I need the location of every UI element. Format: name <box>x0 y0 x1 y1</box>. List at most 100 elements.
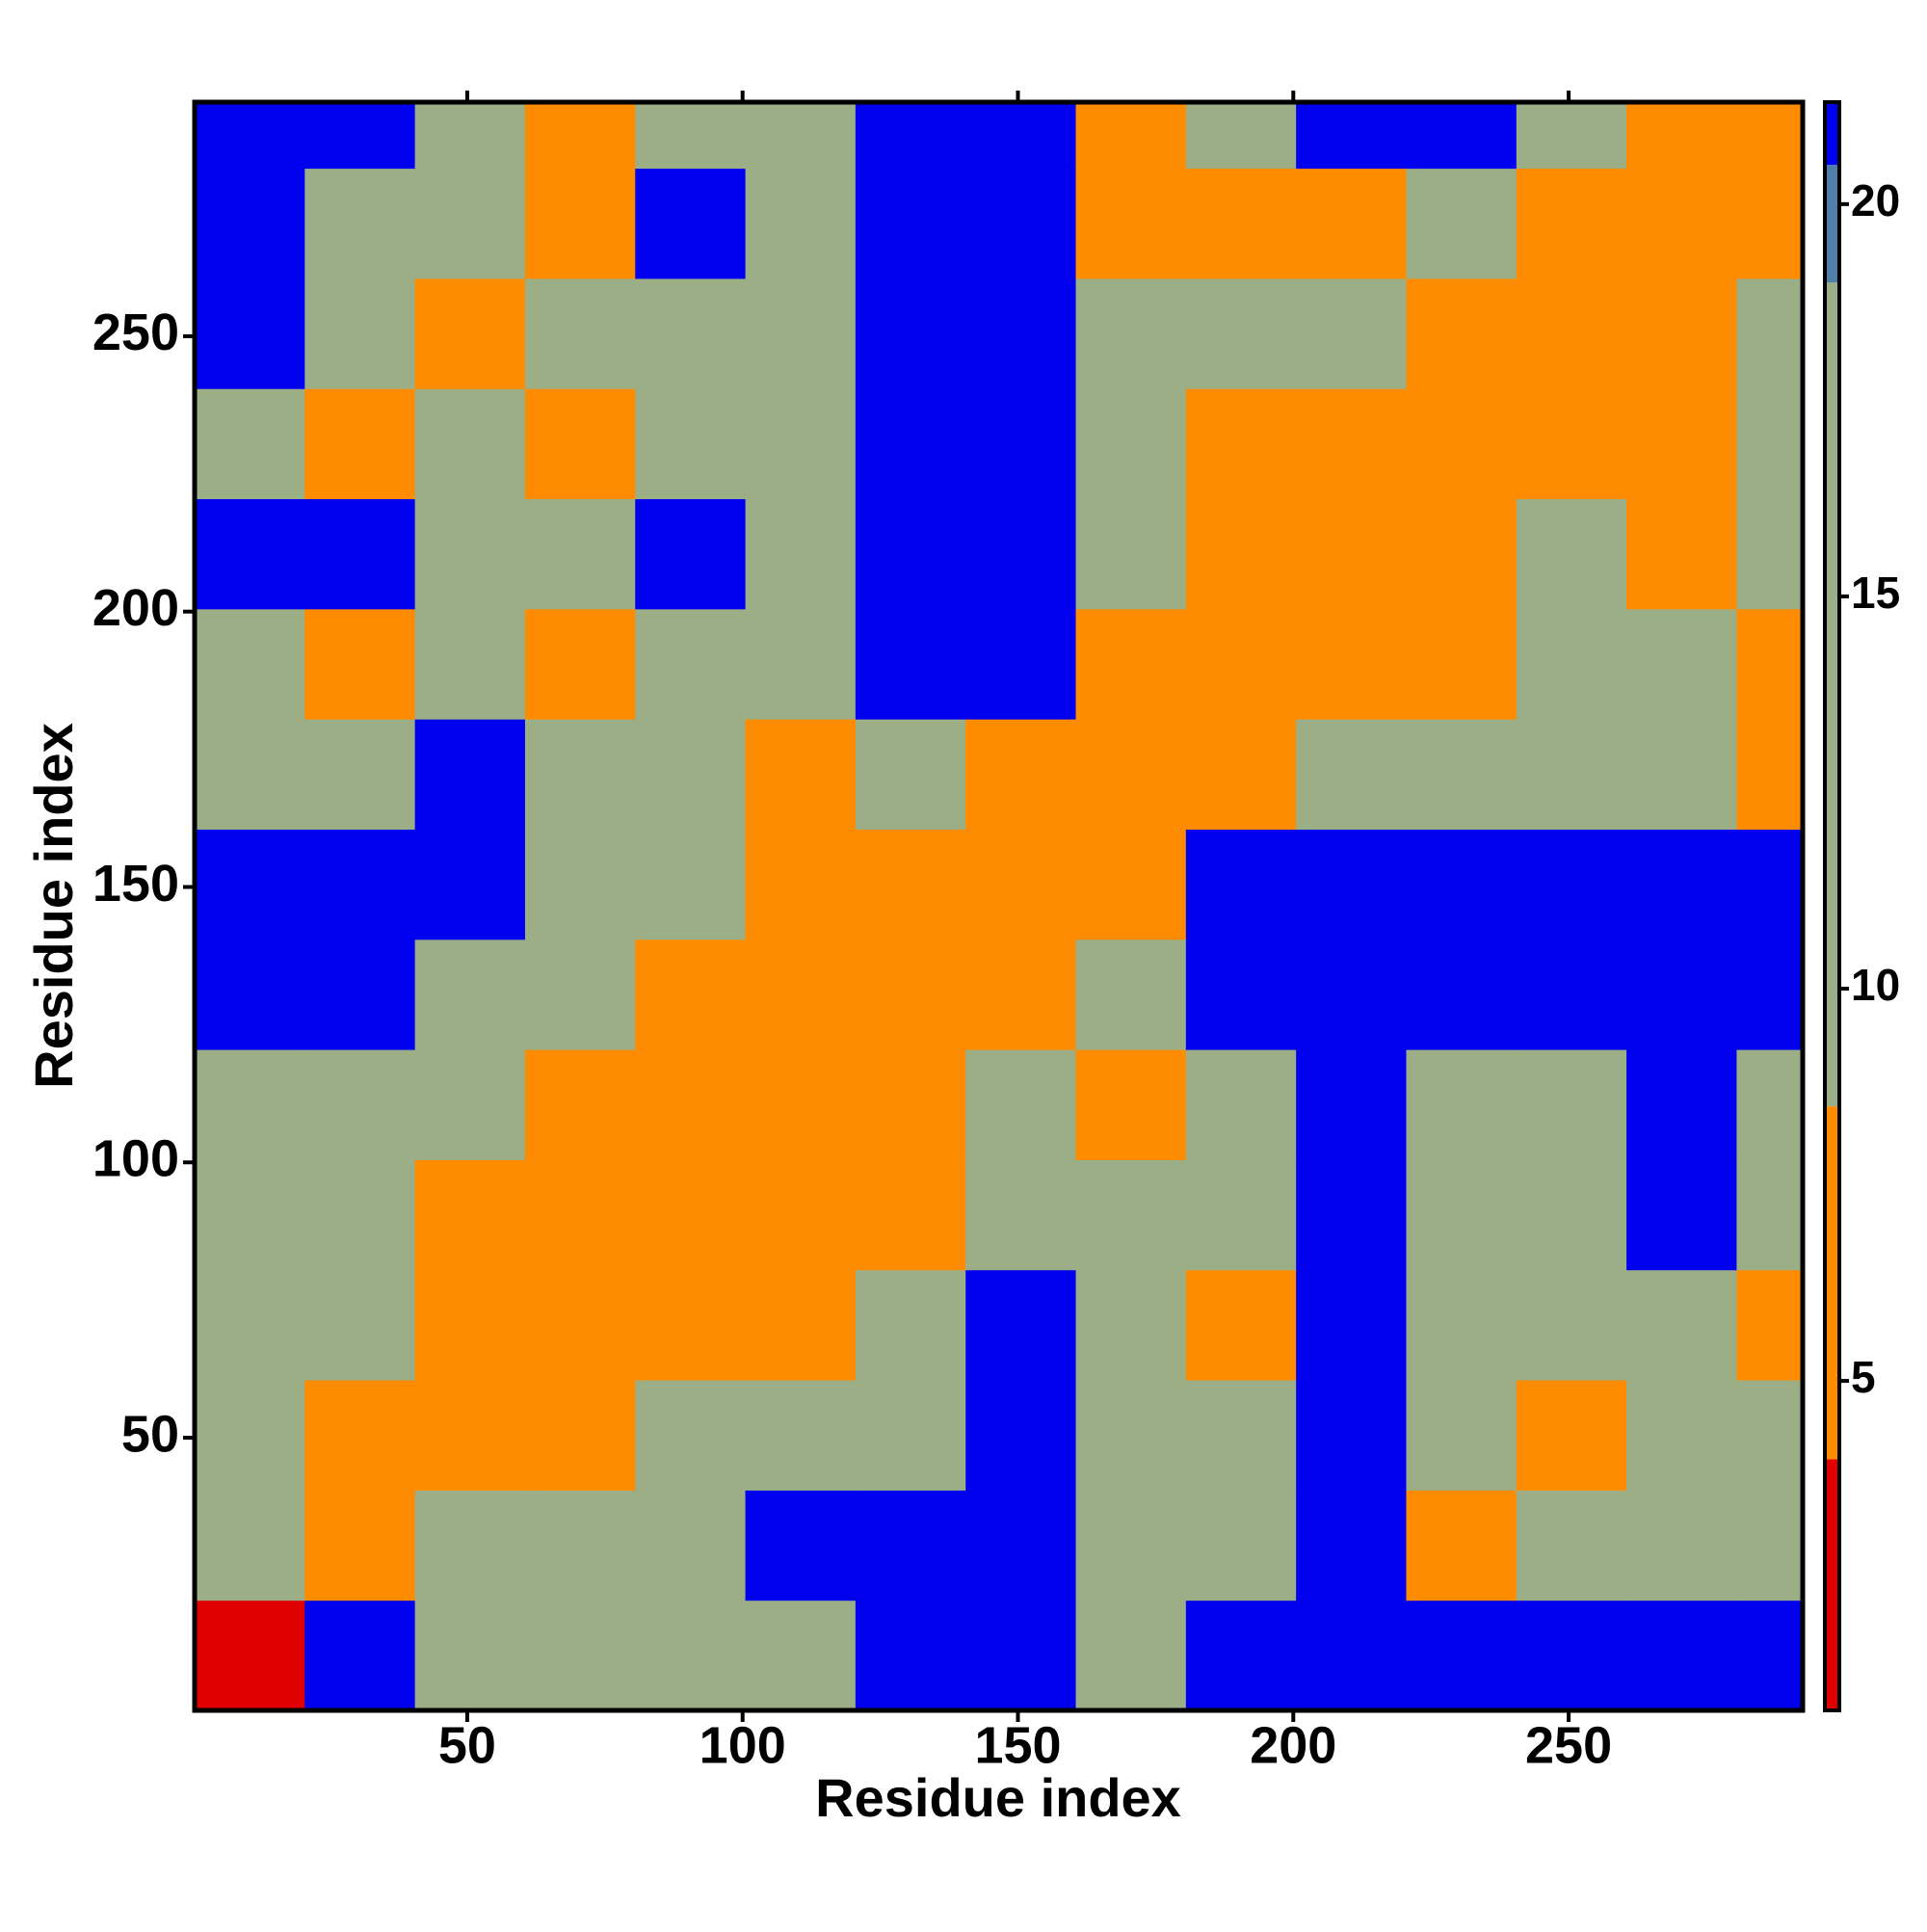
heatmap-cell <box>1185 388 1297 500</box>
heatmap-cell <box>1626 1269 1737 1381</box>
heatmap-cell <box>524 1049 636 1160</box>
heatmap-cell <box>524 1159 636 1271</box>
colorbar-tick-label: 20 <box>1851 175 1900 225</box>
heatmap-cell <box>1516 1490 1627 1601</box>
heatmap-cell <box>855 1490 966 1601</box>
heatmap-cell <box>635 1269 747 1381</box>
heatmap-cell <box>745 1490 857 1601</box>
y-tick-label: 250 <box>92 304 179 361</box>
heatmap-cell <box>1406 829 1518 940</box>
heatmap-cell <box>1185 498 1297 610</box>
heatmap-cell <box>195 388 305 500</box>
x-axis-title: Residue index <box>815 1767 1181 1828</box>
heatmap-cell <box>1075 278 1187 389</box>
heatmap-cell <box>1516 608 1627 720</box>
heatmap-cell <box>304 168 416 279</box>
heatmap-cell <box>1075 168 1187 279</box>
heatmap-cell <box>1296 1159 1407 1271</box>
heatmap-cell <box>1736 1490 1804 1601</box>
heatmap-cell <box>965 498 1077 610</box>
heatmap-cell <box>1736 829 1804 940</box>
heatmap-cell <box>304 829 416 940</box>
heatmap-cell <box>855 719 966 830</box>
colorbar-tick-label: 5 <box>1851 1352 1876 1402</box>
heatmap-cell <box>1516 1600 1627 1711</box>
heatmap-cell <box>1516 1049 1627 1160</box>
heatmap-cell <box>304 939 416 1050</box>
heatmap-cell <box>855 1049 966 1160</box>
heatmap-cell <box>1626 1600 1737 1711</box>
heatmap-cell <box>304 1490 416 1601</box>
heatmap-cell <box>1185 1490 1297 1601</box>
heatmap-cell <box>965 1380 1077 1491</box>
heatmap-cell <box>1075 1490 1187 1601</box>
heatmap-cell <box>1516 1159 1627 1271</box>
heatmap-cell <box>965 168 1077 279</box>
heatmap-cell <box>965 1049 1077 1160</box>
heatmap-cell <box>1626 1380 1737 1491</box>
x-tick-label: 250 <box>1525 1716 1612 1774</box>
heatmap-cell <box>745 388 857 500</box>
heatmap-cell <box>1516 388 1627 500</box>
heatmap-cell <box>304 1049 416 1160</box>
heatmap-cell <box>1406 168 1518 279</box>
heatmap-cell <box>524 829 636 940</box>
heatmap-cell <box>635 498 747 610</box>
heatmap-cell <box>855 388 966 500</box>
heatmap-cell <box>745 498 857 610</box>
heatmap-cell <box>855 829 966 940</box>
heatmap-cell <box>635 1600 747 1711</box>
heatmap-cell <box>195 102 305 170</box>
heatmap-cell <box>1296 1269 1407 1381</box>
heatmap-cell <box>1296 168 1407 279</box>
heatmap-cell <box>304 719 416 830</box>
x-tick-label: 200 <box>1250 1716 1336 1774</box>
heatmap-cell <box>414 939 526 1050</box>
heatmap-cell <box>1185 939 1297 1050</box>
heatmap-cell <box>414 1380 526 1491</box>
heatmap-cell <box>304 1159 416 1271</box>
heatmap-cell <box>965 608 1077 720</box>
heatmap-cell <box>195 1490 305 1601</box>
heatmap-cell <box>855 102 966 170</box>
heatmap-cell <box>524 1380 636 1491</box>
heatmap-cells <box>195 102 1804 1711</box>
heatmap-cell <box>745 939 857 1050</box>
y-tick-label: 150 <box>92 855 179 913</box>
heatmap-cell <box>1296 1049 1407 1160</box>
heatmap-cell <box>414 829 526 940</box>
heatmap-cell <box>1185 168 1297 279</box>
heatmap-cell <box>1296 278 1407 389</box>
heatmap-cell <box>635 1159 747 1271</box>
colorbar-band <box>1825 1459 1839 1710</box>
heatmap-cell <box>1626 278 1737 389</box>
heatmap-cell <box>1516 102 1627 170</box>
heatmap-cell <box>1406 278 1518 389</box>
heatmap-cell <box>1296 608 1407 720</box>
plot-frame <box>192 99 1806 1713</box>
heatmap-cell <box>195 829 305 940</box>
heatmap-cell <box>745 1049 857 1160</box>
heatmap-cell <box>855 608 966 720</box>
heatmap-cell <box>1626 1159 1737 1271</box>
heatmap-cell <box>855 1159 966 1271</box>
heatmap-cell <box>1185 1269 1297 1381</box>
heatmap-cell <box>195 498 305 610</box>
heatmap-cell <box>1075 498 1187 610</box>
heatmap-cell <box>524 608 636 720</box>
heatmap-cell <box>414 1269 526 1381</box>
heatmap-cell <box>1296 1380 1407 1491</box>
heatmap-cell <box>965 1600 1077 1711</box>
heatmap-cell <box>1296 829 1407 940</box>
heatmap-cell <box>1736 498 1804 610</box>
heatmap-cell <box>1296 388 1407 500</box>
heatmap-cell <box>1296 1490 1407 1601</box>
x-tick-label: 100 <box>700 1716 786 1774</box>
heatmap-cell <box>1516 278 1627 389</box>
heatmap-cell <box>1075 829 1187 940</box>
heatmap-cell <box>1626 608 1737 720</box>
heatmap-cell <box>635 388 747 500</box>
heatmap-cell <box>1075 388 1187 500</box>
heatmap-cell <box>745 1600 857 1711</box>
heatmap-cell <box>1516 829 1627 940</box>
